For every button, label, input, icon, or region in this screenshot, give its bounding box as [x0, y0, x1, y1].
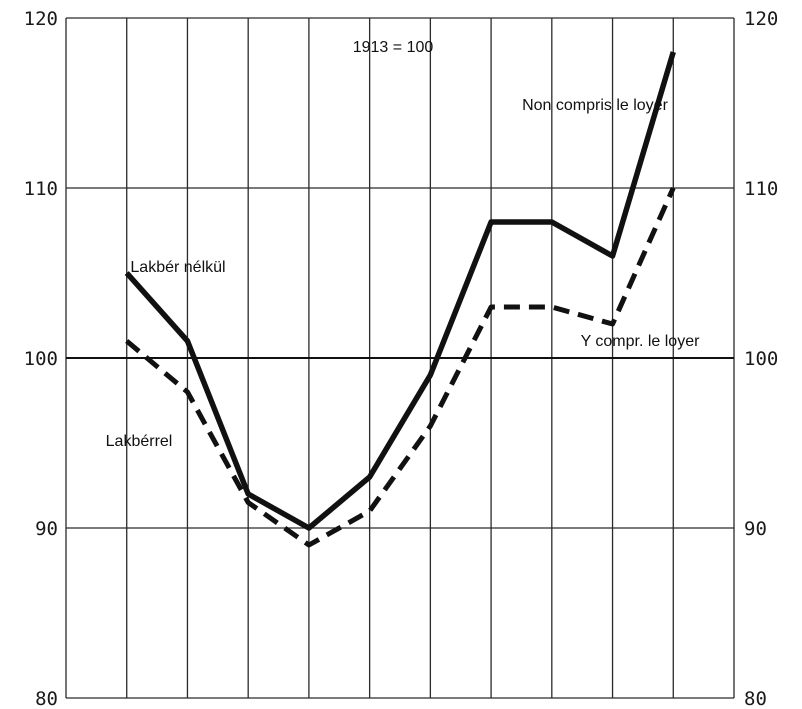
grid [65, 17, 735, 699]
base-annotation: 1913 = 100 [353, 39, 434, 56]
y-tick-label-left: 90 [35, 518, 58, 540]
series-line-dashed [125, 186, 676, 548]
y-tick-label-right: 110 [744, 178, 778, 200]
y-axis-left: 80 90 100 110 120 [24, 8, 58, 709]
series-line-solid [124, 51, 676, 531]
y-tick-label-right: 80 [744, 688, 767, 709]
y-tick-label-right: 100 [744, 348, 778, 370]
y-tick-label-right: 120 [744, 8, 778, 30]
y-tick-label-left: 110 [24, 178, 58, 200]
y-tick-label-right: 90 [744, 518, 767, 540]
y-tick-label-left: 100 [24, 348, 58, 370]
series-layer [124, 51, 676, 548]
y-axis-right: 80 90 100 110 120 [744, 8, 778, 709]
y-tick-label-left: 80 [35, 688, 58, 709]
series-label-solid-hu: Lakbér nélkül [130, 259, 225, 276]
series-label-dashed-hu: Lakbérrel [106, 433, 173, 450]
series-label-solid-fr: Non compris le loyer [522, 97, 669, 114]
y-tick-label-left: 120 [24, 8, 58, 30]
series-label-dashed-fr: Y compr. le loyer [581, 333, 701, 350]
